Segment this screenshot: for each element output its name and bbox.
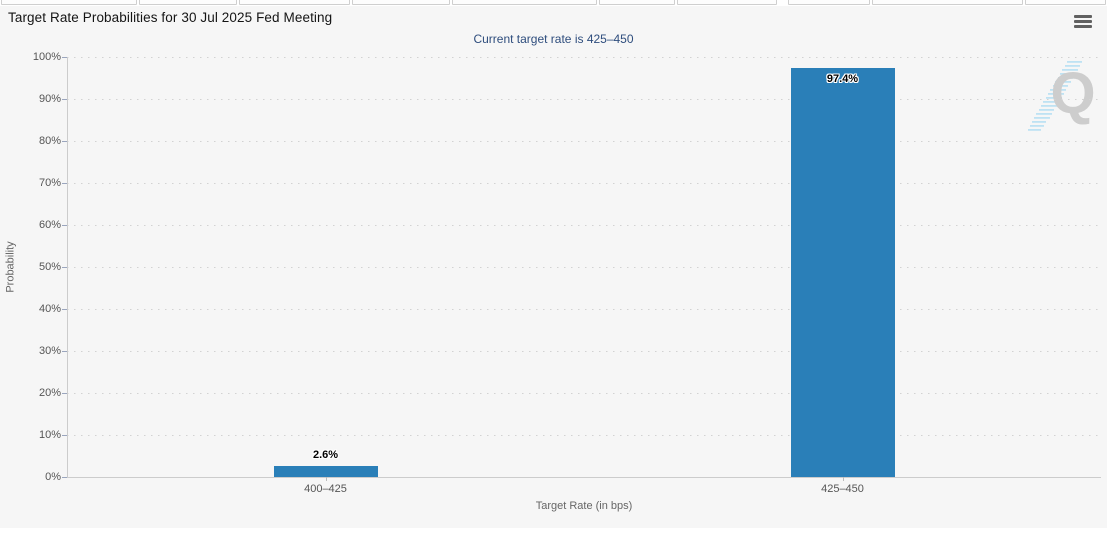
tab-strip-segment[interactable] (677, 0, 777, 5)
y-tick-label: 30% (38, 345, 61, 357)
y-tick-mark (62, 141, 67, 142)
bar-400–425[interactable] (273, 466, 378, 477)
gridline-20 (67, 393, 1101, 394)
y-axis-title: Probability (4, 241, 17, 293)
gridline-80 (67, 141, 1101, 142)
y-tick-mark (62, 267, 67, 268)
bar-value-label: 97.4% (826, 72, 859, 85)
x-axis-line (67, 477, 1101, 478)
gridline-30 (67, 351, 1101, 352)
y-tick-mark (62, 309, 67, 310)
tab-strip-segment[interactable] (788, 0, 870, 5)
y-axis-line (67, 57, 68, 478)
y-tick-label: 80% (38, 135, 61, 147)
x-category-tick (325, 477, 327, 481)
tab-strip-segment[interactable] (872, 0, 1023, 5)
y-tick-label: 100% (32, 51, 61, 63)
gridline-40 (67, 309, 1101, 310)
y-tick-mark (62, 435, 67, 436)
gridline-50 (67, 267, 1101, 268)
y-tick-mark (62, 477, 67, 478)
y-tick-label: 50% (38, 261, 61, 273)
y-tick-mark (62, 393, 67, 394)
y-tick-label: 90% (38, 93, 61, 105)
y-tick-label: 40% (38, 303, 61, 315)
tab-strip-segment[interactable] (139, 0, 237, 5)
bar-value-label: 2.6% (312, 449, 339, 462)
y-tick-label: 20% (38, 387, 61, 399)
y-tick-mark (62, 225, 67, 226)
tab-strip-segment[interactable] (352, 0, 450, 5)
chart-title: Target Rate Probabilities for 30 Jul 202… (8, 10, 333, 25)
y-tick-mark (62, 183, 67, 184)
y-tick-mark (62, 99, 67, 100)
gridline-60 (67, 225, 1101, 226)
tab-strip-segment[interactable] (1, 0, 137, 5)
y-tick-mark (62, 57, 67, 58)
y-tick-label: 70% (38, 177, 61, 189)
x-category-tick (842, 477, 844, 481)
y-tick-label: 60% (38, 219, 61, 231)
gridline-90 (67, 99, 1101, 100)
x-category-label: 425–450 (821, 483, 864, 495)
gridline-10 (67, 435, 1101, 436)
x-axis-title: Target Rate (in bps) (535, 500, 633, 512)
tab-strip-segment[interactable] (1025, 0, 1106, 5)
current-target-rate-subtitle: Current target rate is 425–450 (473, 32, 634, 46)
gridline-70 (67, 183, 1101, 184)
tab-strip-segment[interactable] (599, 0, 675, 5)
x-category-label: 400–425 (304, 483, 347, 495)
y-tick-label: 10% (38, 429, 61, 441)
top-tab-strip (0, 0, 1107, 6)
y-tick-mark (62, 351, 67, 352)
tab-strip-segment[interactable] (239, 0, 350, 5)
chart-panel: Target Rate Probabilities for 30 Jul 202… (0, 5, 1107, 528)
bar-425–450[interactable] (790, 67, 895, 477)
gridline-100 (67, 57, 1101, 58)
hamburger-menu-icon[interactable] (1074, 14, 1094, 30)
y-tick-label: 0% (45, 471, 61, 483)
tab-strip-segment[interactable] (452, 0, 597, 5)
